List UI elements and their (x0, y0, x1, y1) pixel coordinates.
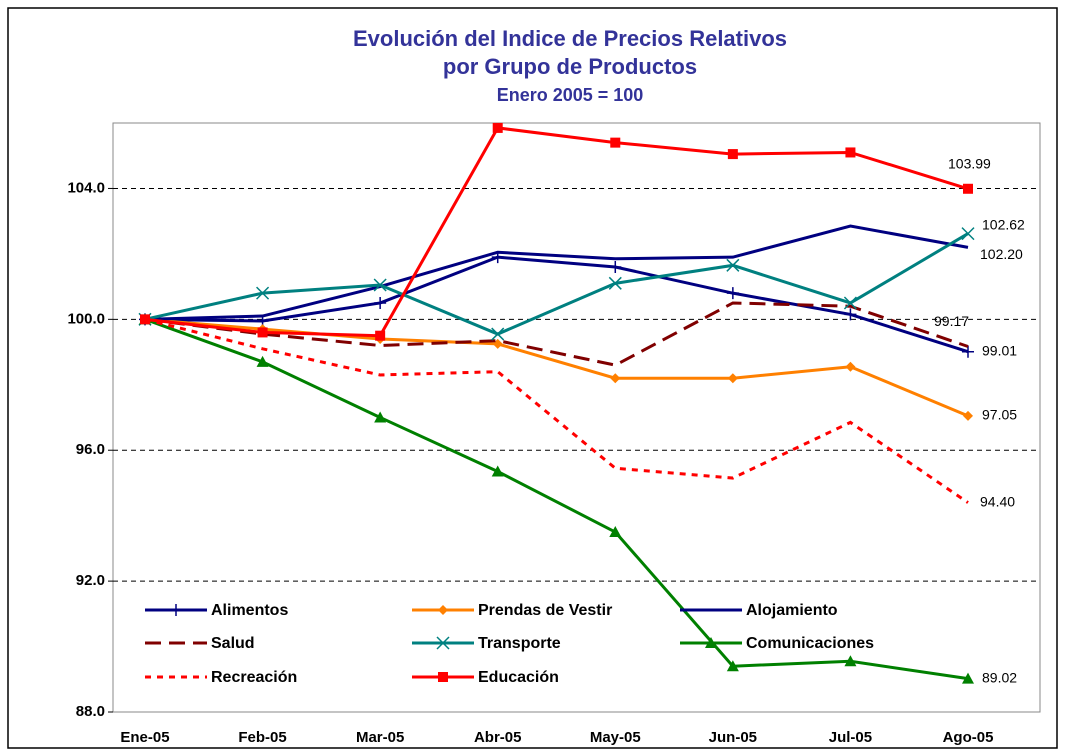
marker (705, 637, 717, 648)
chart-subtitle: Enero 2005 = 100 (497, 85, 644, 105)
y-tick-label: 92.0 (76, 572, 105, 589)
legend-item: Comunicaciones (680, 635, 874, 652)
marker (726, 287, 739, 300)
marker (608, 276, 622, 290)
x-tick-label: Mar-05 (356, 729, 404, 746)
legend-item: Educación (412, 669, 559, 686)
marker (845, 361, 856, 372)
series-line (144, 232, 969, 336)
marker (257, 327, 268, 338)
x-tick-label: Feb-05 (238, 729, 286, 746)
data-label: 97.05 (982, 407, 1017, 423)
marker (843, 296, 857, 310)
y-tick-label: 104.0 (67, 179, 105, 196)
marker (845, 147, 856, 158)
marker (256, 286, 270, 300)
marker (170, 604, 182, 616)
marker (610, 373, 621, 384)
marker (609, 260, 622, 273)
marker (375, 330, 386, 341)
y-tick-label: 100.0 (67, 310, 105, 327)
chart-title: por Grupo de Productos (443, 54, 697, 79)
series-line (144, 255, 969, 354)
marker (726, 258, 740, 272)
marker (436, 636, 450, 650)
y-tick-label: 88.0 (76, 703, 105, 720)
legend-label: Salud (211, 635, 255, 652)
marker (140, 314, 150, 325)
data-label: 89.02 (982, 669, 1017, 685)
marker (844, 308, 857, 321)
marker (844, 655, 857, 667)
marker (609, 526, 622, 538)
legend-item: Transporte (412, 635, 561, 652)
marker (727, 373, 738, 384)
marker (491, 327, 505, 341)
series-line (144, 126, 969, 338)
legend-item: Alimentos (145, 602, 288, 619)
y-tick-label: 96.0 (76, 441, 105, 458)
marker (962, 345, 974, 358)
legend-label: Prendas de Vestir (478, 602, 612, 619)
legend-label: Recreación (211, 669, 297, 686)
marker (726, 660, 739, 672)
marker (374, 296, 387, 309)
marker (962, 672, 974, 684)
marker (491, 465, 504, 477)
x-tick-label: Jul-05 (829, 729, 872, 746)
x-tick-label: May-05 (590, 729, 641, 746)
plot-frame (112, 122, 1041, 713)
legend-item: Salud (145, 635, 255, 652)
marker (610, 137, 621, 148)
legend-item: Alojamiento (680, 602, 838, 619)
series-line (144, 317, 969, 504)
legend-label: Alimentos (211, 602, 288, 619)
legend-label: Educación (478, 669, 559, 686)
x-tick-label: Jun-05 (709, 729, 757, 746)
marker (492, 122, 503, 133)
marker (961, 227, 975, 241)
data-label: 103.99 (948, 155, 991, 171)
x-tick-label: Ene-05 (120, 729, 169, 746)
legend-item: Prendas de Vestir (412, 602, 612, 619)
x-tick-label: Abr-05 (474, 729, 522, 746)
chart-title: Evolución del Indice de Precios Relativo… (353, 26, 787, 51)
data-label: 94.40 (980, 493, 1015, 509)
data-label: 99.01 (982, 342, 1017, 358)
marker (727, 149, 738, 160)
legend-label: Comunicaciones (746, 635, 874, 652)
series-line (144, 301, 969, 367)
series-line (144, 317, 969, 418)
marker (438, 672, 448, 682)
legend-label: Transporte (478, 635, 561, 652)
marker (256, 355, 269, 367)
x-tick-label: Ago-05 (943, 729, 994, 746)
marker (963, 183, 973, 194)
marker (373, 278, 387, 292)
legend-item: Recreación (145, 669, 297, 686)
data-label: 99.17 (934, 313, 969, 329)
marker (963, 410, 973, 421)
marker (374, 411, 387, 423)
legend-label: Alojamiento (746, 602, 838, 619)
marker (438, 605, 448, 615)
series-line (144, 317, 969, 681)
data-label: 102.20 (980, 246, 1023, 262)
data-label: 102.62 (982, 216, 1025, 232)
series-line (144, 224, 969, 321)
